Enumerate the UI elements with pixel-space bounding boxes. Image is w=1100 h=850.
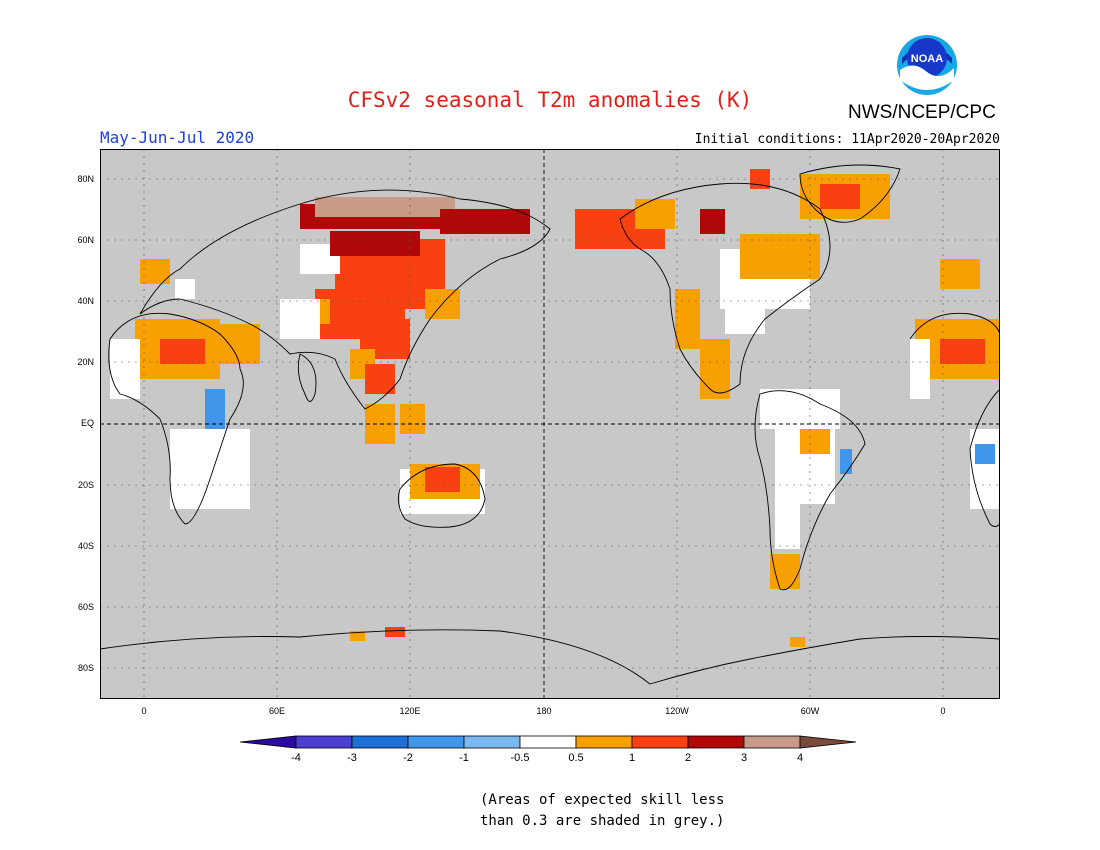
coastlines <box>100 164 1000 685</box>
lat-label: 60S <box>77 602 94 612</box>
anomaly-shading <box>110 169 1000 647</box>
colorbar-segment <box>407 735 465 749</box>
skill-note: (Areas of expected skill less than 0.3 a… <box>480 790 724 832</box>
colorbar-segment <box>295 735 353 749</box>
lat-label: 40N <box>77 296 94 306</box>
lat-label: 20N <box>77 357 94 367</box>
lat-label: 20S <box>77 480 94 490</box>
forecast-period: May-Jun-Jul 2020 <box>100 128 255 147</box>
chart-title: CFSv2 seasonal T2m anomalies (K) <box>347 88 753 112</box>
colorbar-segment <box>631 735 689 749</box>
initial-conditions: Initial conditions: 11Apr2020-20Apr2020 <box>694 132 1000 147</box>
colorbar-segment <box>687 735 745 749</box>
lon-label: 0 <box>141 706 147 716</box>
colorbar-segment <box>743 735 801 749</box>
colorbar-label: -3 <box>347 752 357 764</box>
lat-label: 80N <box>77 174 94 184</box>
lat-label: 60N <box>77 235 94 245</box>
colorbar-label: -1 <box>459 752 469 764</box>
lon-label: 60W <box>800 706 820 716</box>
agency-label: NWS/NCEP/CPC <box>848 102 996 123</box>
noaa-logo-text: NOAA <box>911 53 943 65</box>
lon-label: 120W <box>665 706 689 716</box>
noaa-logo: NOAA <box>897 35 957 95</box>
lon-label: 120E <box>399 706 421 716</box>
colorbar-label: 1 <box>629 752 635 764</box>
lat-label: 40S <box>77 541 94 551</box>
colorbar-segment <box>799 735 857 749</box>
colorbar-label: -0.5 <box>511 752 530 764</box>
colorbar-segment <box>351 735 409 749</box>
colorbar-label: 4 <box>797 752 803 764</box>
colorbar-label: 0.5 <box>568 752 583 764</box>
lat-label: 80S <box>77 663 94 673</box>
lon-label: 60E <box>268 706 286 716</box>
colorbar-label: 2 <box>685 752 691 764</box>
lon-label: 180 <box>536 706 552 716</box>
anomaly-map <box>100 149 1000 699</box>
skill-note-line1: (Areas of expected skill less <box>480 792 725 808</box>
lon-label: 0 <box>940 706 946 716</box>
colorbar-label: -4 <box>291 752 301 764</box>
skill-note-line2: than 0.3 are shaded in grey.) <box>480 813 725 829</box>
colorbar-label: 3 <box>741 752 747 764</box>
lat-label: EQ <box>80 418 94 428</box>
colorbar: -4 -3 -2 -1 -0.5 0.5 1 2 3 4 <box>240 735 857 764</box>
colorbar-segment <box>575 735 633 749</box>
colorbar-segment <box>463 735 521 749</box>
colorbar-segment <box>240 735 297 749</box>
colorbar-segment <box>519 735 577 749</box>
colorbar-label: -2 <box>403 752 413 764</box>
